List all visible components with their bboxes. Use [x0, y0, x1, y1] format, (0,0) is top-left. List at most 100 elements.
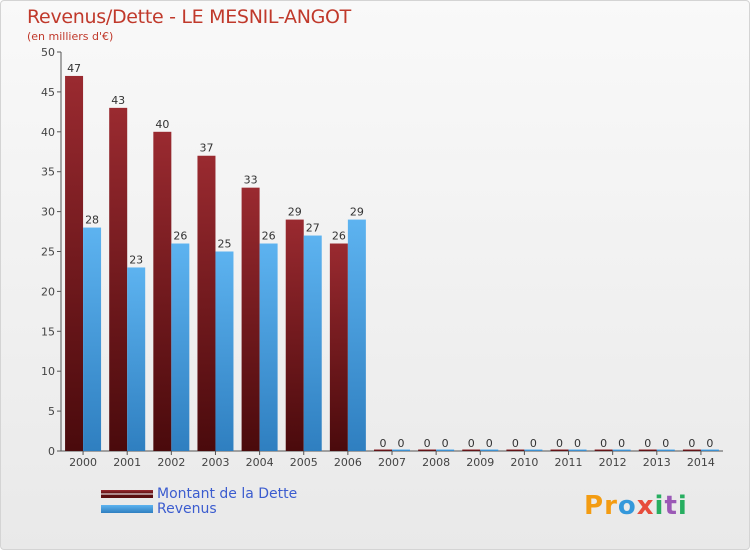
- logo-letter: o: [617, 491, 637, 521]
- bar-debt: [197, 155, 216, 452]
- x-tick-label: 2014: [687, 456, 715, 469]
- value-label: 28: [85, 214, 99, 227]
- proxiti-logo: Proxiti: [584, 491, 688, 521]
- bar-debt: [462, 449, 481, 451]
- x-tick-label: 2005: [290, 456, 318, 469]
- value-label: 47: [67, 62, 81, 75]
- bar-debt: [550, 449, 569, 451]
- chart-subtitle: (en milliers d'€): [27, 30, 114, 43]
- y-tick-label: 5: [48, 405, 55, 418]
- bar-debt: [594, 449, 613, 451]
- bar-debt: [374, 449, 392, 451]
- x-tick-label: 2010: [510, 456, 538, 469]
- value-label: 25: [217, 238, 231, 251]
- value-label: 0: [556, 437, 563, 450]
- logo-letter: t: [664, 491, 678, 521]
- bar-debt: [329, 243, 348, 451]
- legend-label-revenus: Revenus: [157, 501, 217, 517]
- y-tick-label: 45: [41, 86, 55, 99]
- value-label: 37: [199, 142, 213, 155]
- bar-revenus: [568, 449, 587, 451]
- value-label: 0: [644, 437, 651, 450]
- logo-letter: i: [654, 491, 665, 521]
- value-label: 0: [706, 437, 713, 450]
- bar-debt: [65, 75, 84, 451]
- x-tick-label: 2008: [422, 456, 450, 469]
- bar-debt: [506, 449, 525, 451]
- bar-debt: [638, 449, 657, 451]
- bar-debt: [418, 449, 437, 451]
- legend-swatch-debt: [101, 490, 153, 498]
- bar-revenus: [171, 243, 190, 451]
- x-tick-label: 2000: [69, 456, 97, 469]
- value-label: 0: [424, 437, 431, 450]
- x-tick-label: 2012: [599, 456, 627, 469]
- bar-revenus: [436, 449, 455, 451]
- bar-revenus: [656, 449, 675, 451]
- value-label: 29: [350, 206, 364, 219]
- value-label: 0: [600, 437, 607, 450]
- x-tick-label: 2007: [378, 456, 406, 469]
- value-label: 0: [486, 437, 493, 450]
- value-label: 29: [288, 206, 302, 219]
- bar-revenus: [303, 235, 322, 451]
- legend-label-debt: Montant de la Dette: [157, 486, 298, 502]
- logo-letter: x: [636, 491, 655, 521]
- bar-revenus: [392, 449, 410, 451]
- logo-letter: i: [677, 491, 688, 521]
- bar-revenus: [259, 243, 278, 451]
- x-tick-label: 2013: [643, 456, 671, 469]
- logo-letter: P: [584, 491, 605, 521]
- value-label: 0: [380, 437, 387, 450]
- value-label: 0: [442, 437, 449, 450]
- legend-swatch-revenus: [101, 505, 153, 513]
- x-tick-label: 2001: [113, 456, 141, 469]
- x-tick-label: 2003: [201, 456, 229, 469]
- value-label: 33: [244, 174, 258, 187]
- x-tick-label: 2002: [157, 456, 185, 469]
- bars: [65, 75, 719, 452]
- bar-debt: [109, 107, 128, 452]
- value-label: 43: [111, 94, 125, 107]
- value-label: 0: [398, 437, 405, 450]
- x-tick-label: 2004: [246, 456, 274, 469]
- value-label: 0: [574, 437, 581, 450]
- bar-revenus: [480, 449, 499, 451]
- value-label: 40: [155, 118, 169, 131]
- value-label: 0: [512, 437, 519, 450]
- value-label: 0: [468, 437, 475, 450]
- bar-revenus: [347, 219, 366, 451]
- value-label: 26: [262, 230, 276, 243]
- bar-revenus: [700, 449, 719, 451]
- x-tick-label: 2011: [555, 456, 583, 469]
- value-label: 0: [688, 437, 695, 450]
- y-tick-label: 30: [41, 206, 55, 219]
- logo-letter: r: [604, 491, 618, 521]
- value-label: 27: [306, 222, 320, 235]
- bar-debt: [285, 219, 304, 451]
- x-tick-label: 2009: [466, 456, 494, 469]
- y-tick-label: 40: [41, 126, 55, 139]
- value-label: 23: [129, 253, 143, 266]
- bar-debt: [241, 187, 260, 451]
- y-tick-label: 0: [48, 445, 55, 458]
- y-tick-label: 20: [41, 285, 55, 298]
- bar-debt: [153, 131, 172, 452]
- bar-revenus: [612, 449, 631, 451]
- y-tick-label: 10: [41, 365, 55, 378]
- y-tick-label: 35: [41, 166, 55, 179]
- x-tick-label: 2006: [334, 456, 362, 469]
- chart-title: Revenus/Dette - LE MESNIL-ANGOT: [27, 6, 351, 28]
- y-tick-label: 50: [41, 46, 55, 59]
- value-label: 0: [662, 437, 669, 450]
- bar-revenus: [215, 251, 234, 451]
- y-tick-label: 25: [41, 246, 55, 259]
- bar-revenus: [127, 267, 146, 451]
- value-label: 0: [530, 437, 537, 450]
- bar-revenus: [83, 227, 102, 451]
- bar-debt: [682, 449, 701, 451]
- bar-revenus: [524, 449, 543, 451]
